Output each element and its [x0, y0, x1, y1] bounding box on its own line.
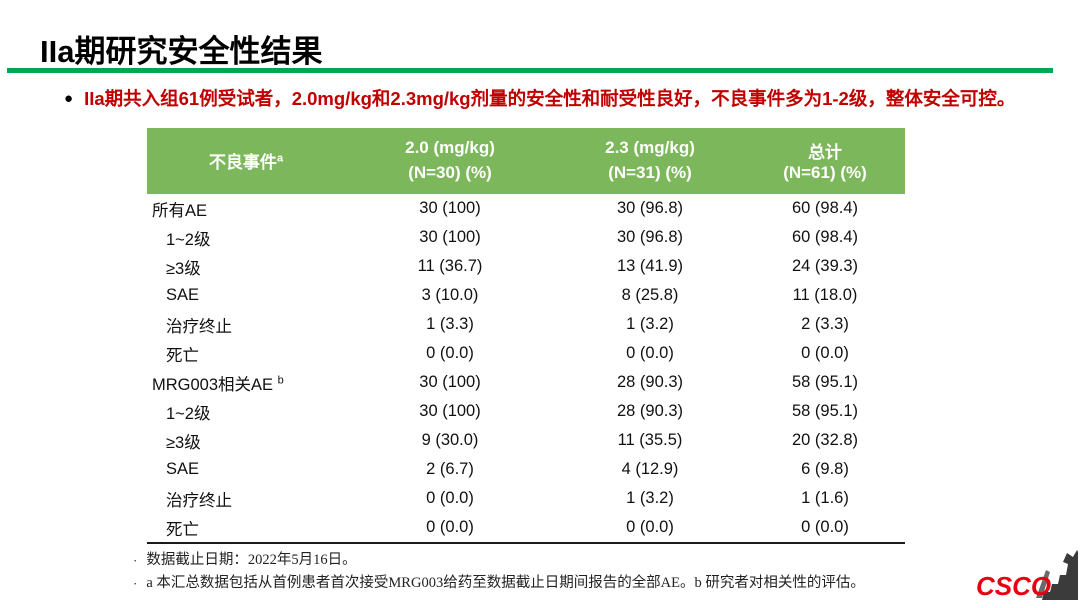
table-row: 死亡 0 (0.0) 0 (0.0) 0 (0.0) [147, 513, 905, 542]
cell-value: 3 (10.0) [421, 286, 479, 304]
table-header-adverse-event: 不良事件a [208, 152, 284, 172]
row-label: 1~2级 [166, 404, 211, 423]
cell-value: 0 (0.0) [626, 518, 674, 536]
cell-value: 60 (98.4) [791, 228, 859, 246]
cell-value: 0 (0.0) [426, 344, 474, 362]
table-row: ≥3级 9 (30.0) 11 (35.5) 20 (32.8) [147, 426, 905, 455]
row-label: ≥3级 [166, 433, 201, 452]
row-label: MRG003相关AE b [152, 374, 284, 394]
cell-value: 1 (1.6) [801, 489, 849, 507]
adverse-events-table: 不良事件a 2.0 (mg/kg) (N=30) (%) 2.3 (mg/kg)… [147, 128, 905, 544]
table-row: 1~2级 30 (100) 28 (90.3) 58 (95.1) [147, 397, 905, 426]
cell-value: 8 (25.8) [621, 286, 679, 304]
row-label: 死亡 [166, 346, 199, 365]
cell-value: 11 (36.7) [417, 257, 483, 275]
row-label: 治疗终止 [166, 317, 232, 336]
footnote-definitions: · a 本汇总数据包括从首例患者首次接受MRG003给药至数据截止日期间报告的全… [133, 575, 865, 591]
footnotes: · 数据截止日期：2022年5月16日。 · a 本汇总数据包括从首例患者首次接… [133, 551, 865, 597]
cell-value: 20 (32.8) [791, 431, 859, 449]
table-body: 所有AE 30 (100) 30 (96.8) 60 (98.4) 1~2级 30 (10… [147, 194, 905, 542]
bullet-icon: ● [64, 90, 74, 107]
cell-value: 30 (100) [419, 228, 481, 246]
cell-value: 0 (0.0) [426, 518, 474, 536]
cell-value: 0 (0.0) [626, 344, 674, 362]
cell-value: 1 (3.2) [626, 489, 674, 507]
cell-value: 2 (3.3) [801, 315, 849, 333]
table-row: SAE 3 (10.0) 8 (25.8) 11 (18.0) [147, 281, 905, 310]
cell-value: 28 (90.3) [616, 373, 684, 391]
row-label: SAE [166, 460, 200, 478]
row-label: SAE [166, 286, 200, 304]
cell-value: 24 (39.3) [791, 257, 859, 275]
svg-text:CSCO: CSCO [976, 571, 1051, 601]
cell-value: 58 (95.1) [791, 402, 859, 420]
cell-value: 11 (18.0) [792, 286, 858, 304]
cell-value: 6 (9.8) [801, 460, 849, 478]
footnote-marker-a: a [276, 152, 284, 165]
row-label: 死亡 [166, 520, 199, 539]
cell-value: 58 (95.1) [791, 373, 859, 391]
cell-value: 1 (3.3) [426, 315, 474, 333]
footnote-bullet-icon: · [133, 576, 138, 591]
table-row: MRG003相关AE b 30 (100) 28 (90.3) 58 (95.1) [147, 368, 905, 397]
cell-value: 13 (41.9) [616, 257, 684, 275]
table-row: 治疗终止 1 (3.3) 1 (3.2) 2 (3.3) [147, 310, 905, 339]
key-point-text: IIa期共入组61例受试者，2.0mg/kg和2.3mg/kg剂量的安全性和耐受… [84, 88, 1016, 109]
table-row: ≥3级 11 (36.7) 13 (41.9) 24 (39.3) [147, 252, 905, 281]
cell-value: 30 (100) [419, 402, 481, 420]
row-label: ≥3级 [166, 259, 201, 278]
cell-value: 30 (100) [419, 199, 481, 217]
table-header-row: 不良事件a 2.0 (mg/kg) (N=30) (%) 2.3 (mg/kg)… [147, 128, 905, 194]
footnote-data-cutoff: · 数据截止日期：2022年5月16日。 [133, 552, 357, 568]
table-header-dose-2-0: 2.0 (mg/kg) (N=30) (%) [405, 138, 495, 182]
table-header-total: 总计 (N=61) (%) [783, 143, 867, 182]
table-row: 1~2级 30 (100) 30 (96.8) 60 (98.4) [147, 223, 905, 252]
table-row: 所有AE 30 (100) 30 (96.8) 60 (98.4) [147, 194, 905, 223]
title-divider-line [7, 68, 1053, 73]
cell-value: 30 (100) [419, 373, 481, 391]
cell-value: 28 (90.3) [616, 402, 684, 420]
row-label: 1~2级 [166, 230, 211, 249]
cell-value: 2 (6.7) [426, 460, 474, 478]
cell-value: 60 (98.4) [791, 199, 859, 217]
cell-value: 4 (12.9) [621, 460, 679, 478]
table-row: SAE 2 (6.7) 4 (12.9) 6 (9.8) [147, 455, 905, 484]
csco-logo: CSCO [976, 540, 1078, 604]
cell-value: 1 (3.2) [626, 315, 674, 333]
cell-value: 0 (0.0) [801, 344, 849, 362]
footnote-bullet-icon: · [133, 553, 138, 568]
cell-value: 9 (30.0) [421, 431, 479, 449]
row-label: 所有AE [152, 201, 208, 220]
cell-value: 11 (35.5) [617, 431, 683, 449]
cell-value: 0 (0.0) [801, 518, 849, 536]
page-title: IIa期研究安全性结果 [40, 34, 323, 69]
row-label: 治疗终止 [166, 491, 232, 510]
key-point-bullet-line: ● IIa期共入组61例受试者，2.0mg/kg和2.3mg/kg剂量的安全性和… [64, 87, 1064, 111]
table-row: 死亡 0 (0.0) 0 (0.0) 0 (0.0) [147, 339, 905, 368]
csco-great-wall-icon: CSCO [976, 550, 1078, 601]
cell-value: 30 (96.8) [616, 199, 684, 217]
cell-value: 30 (96.8) [616, 228, 684, 246]
footnote-marker-b: b [277, 374, 284, 386]
table-row: 治疗终止 0 (0.0) 1 (3.2) 1 (1.6) [147, 484, 905, 513]
table-header-dose-2-3: 2.3 (mg/kg) (N=31) (%) [605, 138, 695, 182]
cell-value: 0 (0.0) [426, 489, 474, 507]
